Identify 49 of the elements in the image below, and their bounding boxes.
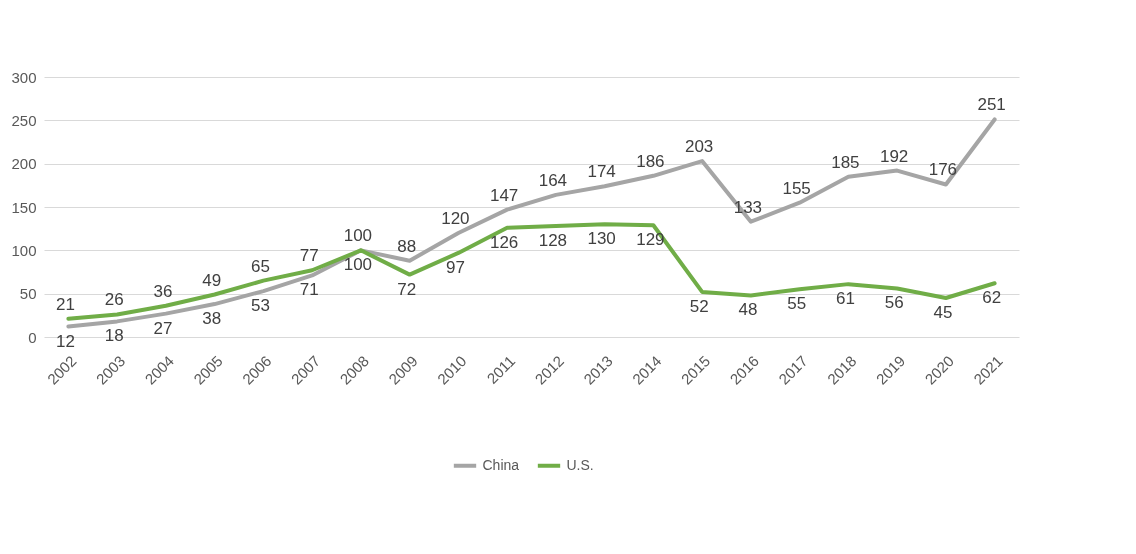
data-label: 27 bbox=[153, 318, 173, 338]
data-label: 147 bbox=[489, 185, 519, 205]
data-label: 130 bbox=[587, 229, 616, 249]
y-tick-label: 0 bbox=[28, 328, 37, 346]
data-label: 21 bbox=[55, 294, 75, 314]
data-label: 185 bbox=[831, 152, 860, 172]
y-tick-label: 150 bbox=[11, 198, 37, 216]
data-label: 120 bbox=[441, 209, 470, 228]
data-label: 49 bbox=[202, 270, 222, 290]
data-label: 100 bbox=[343, 226, 373, 246]
data-label: 174 bbox=[587, 162, 616, 182]
data-label: 62 bbox=[982, 288, 1002, 308]
y-tick-label: 50 bbox=[19, 285, 37, 303]
data-label: 55 bbox=[787, 294, 807, 314]
data-label: 71 bbox=[299, 280, 319, 300]
data-label: 88 bbox=[397, 236, 417, 256]
data-label: 45 bbox=[933, 303, 953, 322]
data-label: 251 bbox=[977, 95, 1006, 115]
data-label: 65 bbox=[250, 256, 270, 276]
data-label: 192 bbox=[879, 146, 909, 166]
y-tick-label: 200 bbox=[11, 155, 37, 173]
legend-label: U.S. bbox=[566, 456, 594, 473]
data-label: 18 bbox=[104, 326, 124, 346]
data-label: 38 bbox=[202, 309, 222, 329]
data-label: 203 bbox=[684, 137, 714, 157]
data-label: 72 bbox=[397, 279, 417, 299]
legend-label: China bbox=[482, 456, 520, 473]
data-label: 12 bbox=[55, 331, 75, 351]
data-label: 128 bbox=[538, 231, 568, 251]
y-tick-label: 300 bbox=[11, 68, 37, 86]
y-tick-label: 100 bbox=[11, 241, 37, 259]
data-label: 97 bbox=[445, 257, 465, 277]
data-label: 26 bbox=[104, 290, 124, 310]
data-label: 56 bbox=[884, 293, 904, 313]
data-label: 53 bbox=[250, 296, 270, 316]
data-label: 133 bbox=[733, 197, 763, 217]
data-label: 48 bbox=[738, 300, 758, 320]
data-label: 77 bbox=[299, 246, 319, 266]
y-tick-label: 250 bbox=[11, 111, 37, 129]
data-label: 176 bbox=[928, 160, 958, 180]
data-label: 61 bbox=[835, 289, 855, 309]
data-label: 155 bbox=[782, 178, 811, 198]
data-label: 52 bbox=[689, 296, 709, 316]
data-label: 164 bbox=[538, 170, 568, 190]
data-label: 186 bbox=[636, 151, 665, 171]
data-label: 126 bbox=[489, 232, 519, 252]
data-label: 36 bbox=[153, 281, 173, 301]
data-label: 129 bbox=[636, 230, 665, 250]
data-label: 100 bbox=[343, 255, 373, 275]
